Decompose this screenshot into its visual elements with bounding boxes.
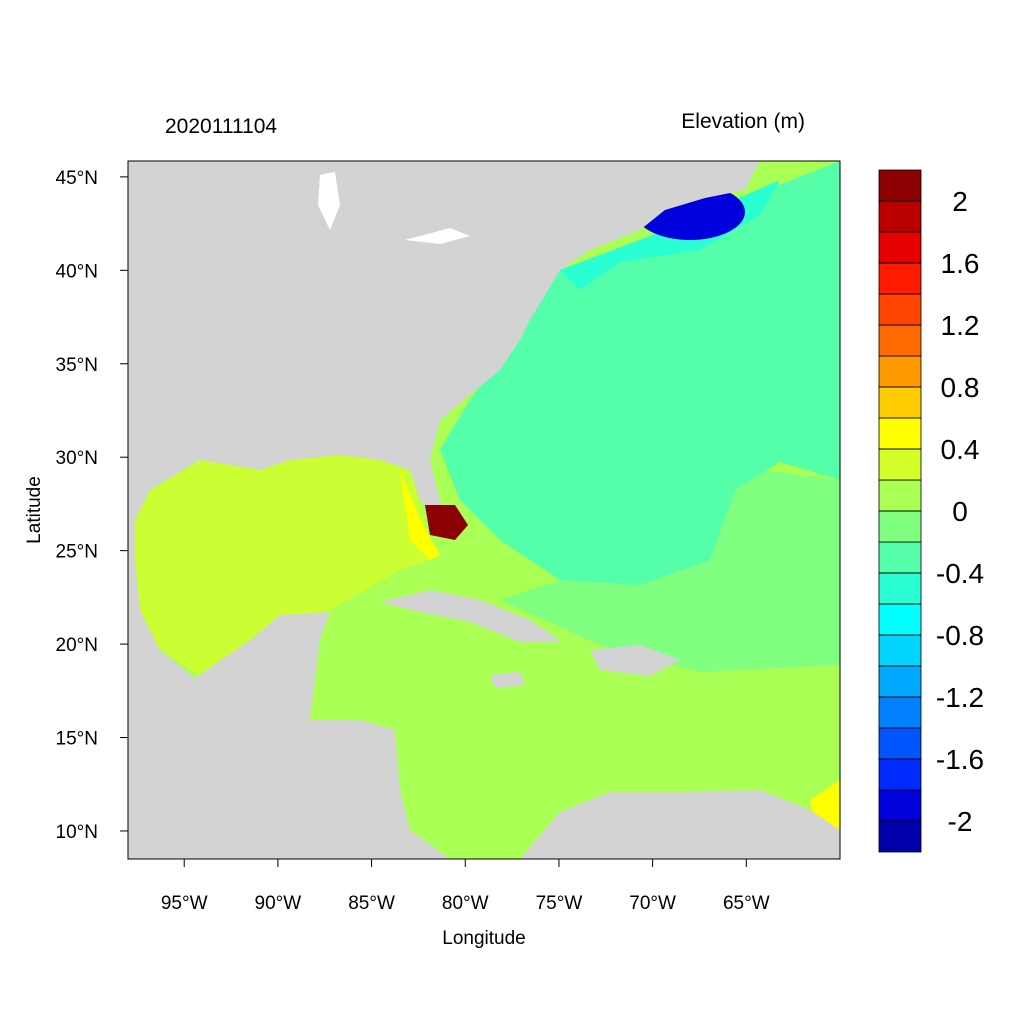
colorbar-box <box>878 169 922 202</box>
colorbar-label: -2 <box>948 806 973 837</box>
x-tick-label: 65°W <box>723 893 770 914</box>
field-title: Elevation (m) <box>681 110 805 133</box>
maritimes <box>640 161 760 230</box>
colorbar-box <box>878 386 922 419</box>
plot-frame <box>127 160 841 860</box>
lake <box>318 172 340 230</box>
colorbar-box <box>878 448 922 481</box>
colorbar-box <box>878 293 922 326</box>
x-tick-label: 90°W <box>255 893 302 914</box>
colorbar-box <box>878 758 922 791</box>
y-tick-label: 15°N <box>56 729 98 750</box>
x-tick-label: 80°W <box>442 893 489 914</box>
colorbar-box <box>878 820 922 853</box>
colorbar-box <box>878 355 922 388</box>
colorbar-box <box>878 324 922 357</box>
south-florida-peak <box>425 505 468 540</box>
colorbar-label: 0.8 <box>941 372 980 403</box>
colorbar-box <box>878 200 922 233</box>
y-axis-label: Latitude <box>24 476 45 544</box>
colorbar-label: -0.8 <box>936 620 984 651</box>
colorbar-label: 0.4 <box>941 434 980 465</box>
lake <box>405 228 470 244</box>
jamaica <box>490 672 525 688</box>
y-tick-label: 20°N <box>56 635 98 656</box>
florida-shelf <box>400 470 440 560</box>
colorbar-box <box>878 789 922 822</box>
colorbar-box <box>878 479 922 512</box>
colorbar-label: -1.6 <box>936 744 984 775</box>
y-tick-label: 10°N <box>56 822 98 843</box>
x-tick-label: 95°W <box>161 893 208 914</box>
y-tick-label: 40°N <box>56 261 98 282</box>
y-tick-label: 45°N <box>56 168 98 189</box>
gulf-of-mexico <box>135 450 430 675</box>
map-area <box>128 161 840 859</box>
colorbar-box <box>878 634 922 667</box>
colorbar-label: -1.2 <box>936 682 984 713</box>
colorbar-box <box>878 417 922 450</box>
run-time: 2020111104 <box>165 115 277 138</box>
y-tick-label: 30°N <box>56 448 98 469</box>
x-tick-label: 85°W <box>348 893 395 914</box>
colorbar-box <box>878 665 922 698</box>
colorbar-label: 1.6 <box>941 248 980 279</box>
atlantic-ocean <box>440 161 840 585</box>
colorbar-box <box>878 510 922 543</box>
hispaniola <box>590 645 680 676</box>
colorbar-box <box>878 572 922 605</box>
cuba <box>380 590 562 642</box>
colorbar-box <box>878 696 922 729</box>
colorbar-box <box>878 262 922 295</box>
colorbar-box <box>878 603 922 636</box>
x-tick-label: 70°W <box>629 893 676 914</box>
colorbar-label: -0.4 <box>936 558 984 589</box>
colorbar-label: 0 <box>952 496 968 527</box>
colorbar-label: 1.2 <box>941 310 980 341</box>
x-axis-label: Longitude <box>442 928 525 949</box>
colorbar-box <box>878 541 922 574</box>
colorbar-label: 2 <box>952 186 968 217</box>
y-tick-label: 25°N <box>56 542 98 563</box>
colorbar-box <box>878 727 922 760</box>
y-tick-label: 35°N <box>56 355 98 376</box>
north-america <box>128 161 640 859</box>
x-tick-label: 75°W <box>536 893 583 914</box>
south-america <box>520 790 840 859</box>
colorbar-box <box>878 231 922 264</box>
atlantic-south <box>500 470 840 672</box>
